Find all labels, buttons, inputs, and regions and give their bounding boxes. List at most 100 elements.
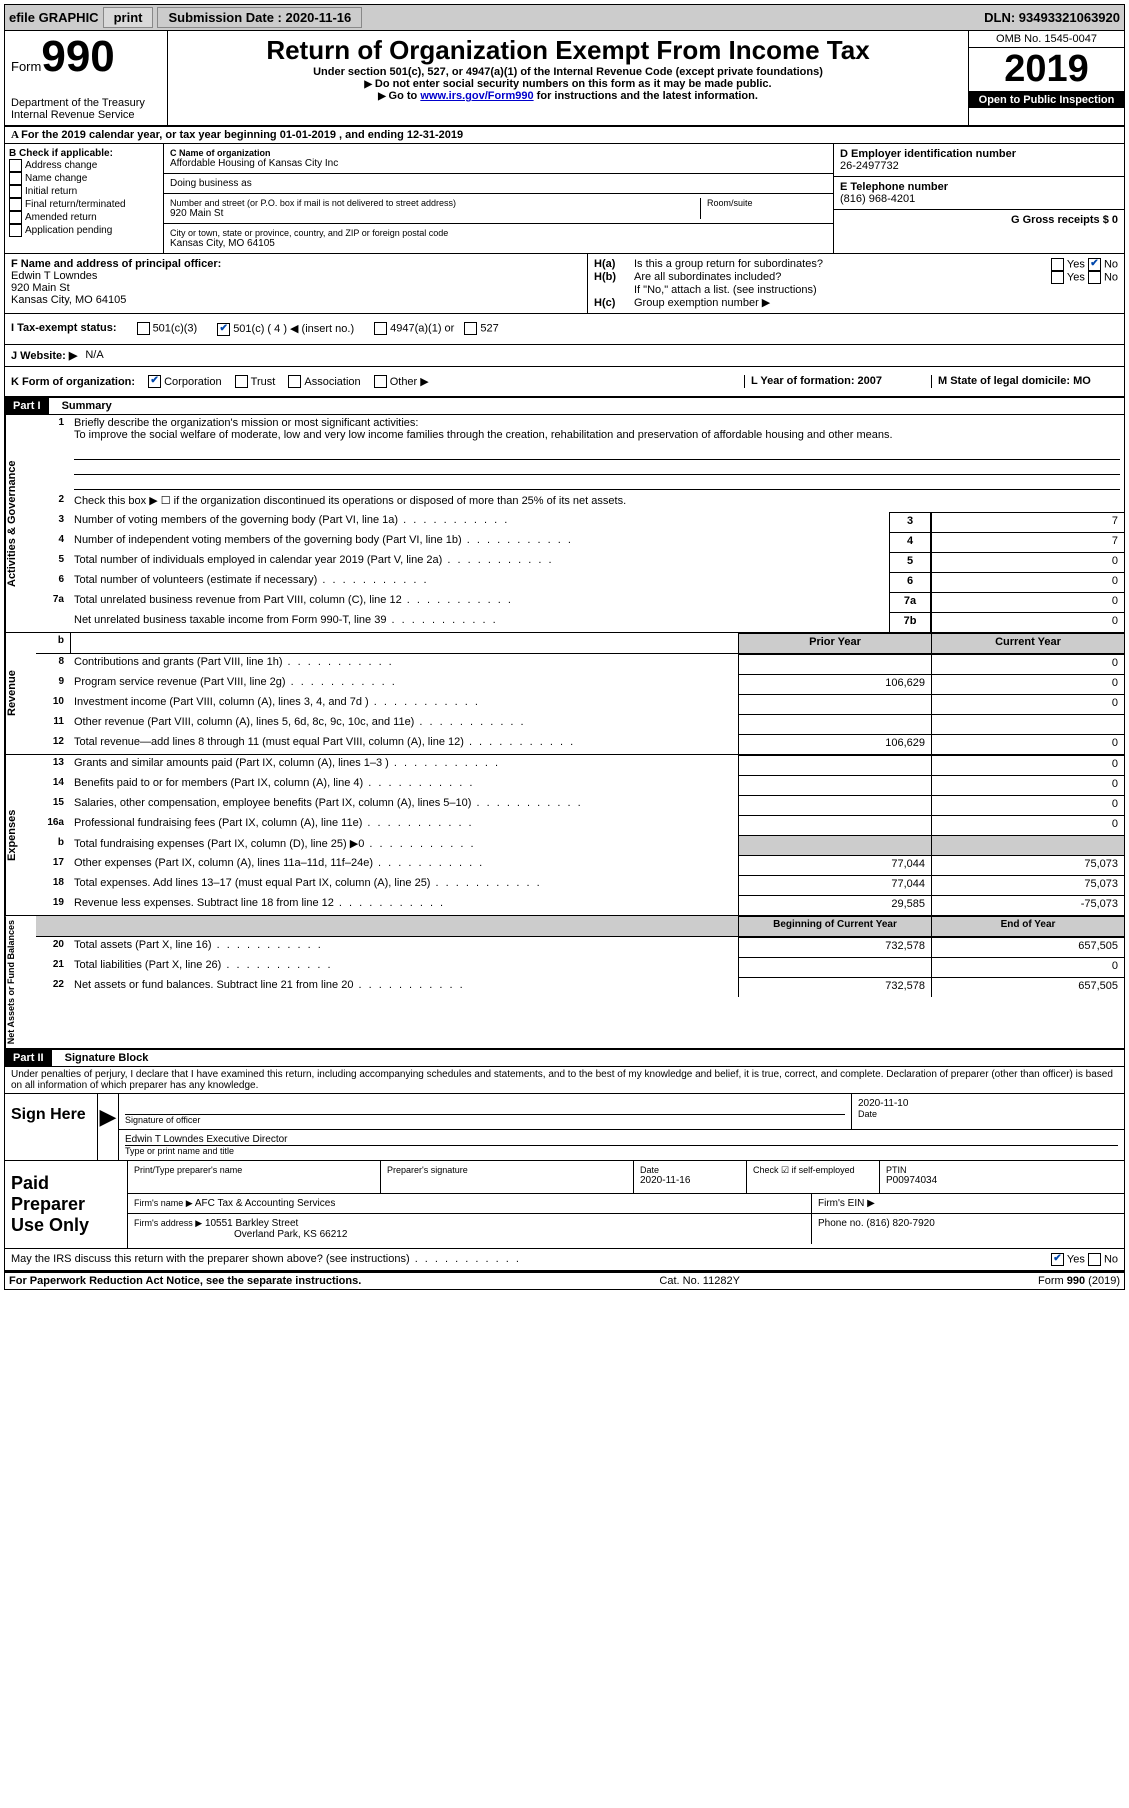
phone-value: (816) 968-4201	[840, 193, 1118, 205]
prior-val: 77,044	[738, 855, 931, 875]
line-val: 0	[931, 612, 1124, 632]
form-number: 990	[41, 32, 114, 81]
prior-val: 77,044	[738, 875, 931, 895]
note-goto-post: for instructions and the latest informat…	[534, 90, 758, 102]
line-desc: Investment income (Part VIII, column (A)…	[70, 694, 738, 714]
prior-val	[738, 795, 931, 815]
checkbox-501c3[interactable]	[137, 322, 150, 335]
open-inspection: Open to Public Inspection	[969, 92, 1124, 108]
line-val: 7	[931, 532, 1124, 552]
end-val: 657,505	[931, 937, 1124, 957]
penalty-text: Under penalties of perjury, I declare th…	[5, 1067, 1124, 1093]
checkbox-ha-yes[interactable]	[1051, 258, 1064, 271]
checkbox-app-pending[interactable]	[9, 224, 22, 237]
side-revenue: Revenue	[5, 633, 36, 754]
current-val: 0	[931, 734, 1124, 754]
firm-addr1: 10551 Barkley Street	[205, 1218, 298, 1229]
line-desc: Total number of individuals employed in …	[70, 552, 889, 572]
prior-val: 29,585	[738, 895, 931, 915]
checkbox-527[interactable]	[464, 322, 477, 335]
phone-label: E Telephone number	[840, 181, 1118, 193]
line-desc: Grants and similar amounts paid (Part IX…	[70, 755, 738, 775]
side-activities: Activities & Governance	[5, 415, 36, 632]
checkbox-assoc[interactable]	[288, 375, 301, 388]
street-value: 920 Main St	[170, 208, 700, 219]
line-box: 7b	[889, 612, 931, 632]
note-goto-pre: Go to	[378, 90, 420, 102]
prep-self-employed: Check ☑ if self-employed	[753, 1165, 873, 1176]
footer-center: Cat. No. 11282Y	[659, 1275, 740, 1287]
prep-name-label: Print/Type preparer's name	[134, 1165, 374, 1175]
form-number-cell: Form990 Department of the Treasury Inter…	[5, 31, 168, 125]
checkbox-address-change[interactable]	[9, 159, 22, 172]
checkbox-initial-return[interactable]	[9, 185, 22, 198]
line-box: 7a	[889, 592, 931, 612]
org-name: Affordable Housing of Kansas City Inc	[170, 158, 827, 169]
line-box: 6	[889, 572, 931, 592]
checkbox-ha-no[interactable]	[1088, 258, 1101, 271]
line-desc: Net unrelated business taxable income fr…	[70, 612, 889, 632]
state-domicile: M State of legal domicile: MO	[931, 375, 1118, 389]
checkbox-amended[interactable]	[9, 211, 22, 224]
footer-right: Form 990 (2019)	[1038, 1275, 1120, 1287]
mission-label: Briefly describe the organization's miss…	[74, 417, 1120, 429]
year-formation: L Year of formation: 2007	[744, 375, 931, 389]
mission-text: To improve the social welfare of moderat…	[74, 429, 1120, 441]
checkbox-final-return[interactable]	[9, 198, 22, 211]
part2-title: Signature Block	[65, 1052, 149, 1064]
street-label: Number and street (or P.O. box if mail i…	[170, 198, 700, 208]
checkbox-501c[interactable]	[217, 323, 230, 336]
checkbox-trust[interactable]	[235, 375, 248, 388]
website-value: N/A	[85, 349, 103, 362]
begin-val: 732,578	[738, 937, 931, 957]
checkbox-name-change[interactable]	[9, 172, 22, 185]
print-button[interactable]: print	[103, 7, 154, 28]
part1-title: Summary	[62, 400, 112, 412]
ptin-value: P00974034	[886, 1175, 1118, 1186]
section-a: A For the 2019 calendar year, or tax yea…	[5, 127, 1124, 144]
line-box: 4	[889, 532, 931, 552]
section-b-header: B Check if applicable:	[9, 148, 159, 159]
prep-date: 2020-11-16	[640, 1175, 740, 1186]
line-desc: Total expenses. Add lines 13–17 (must eq…	[70, 875, 738, 895]
prior-val: 106,629	[738, 674, 931, 694]
form990-link[interactable]: www.irs.gov/Form990	[420, 90, 533, 102]
firm-ein-label: Firm's EIN ▶	[812, 1194, 1124, 1213]
checkbox-hb-no[interactable]	[1088, 271, 1101, 284]
side-netassets: Net Assets or Fund Balances	[5, 916, 36, 1048]
checkbox-hb-yes[interactable]	[1051, 271, 1064, 284]
paid-preparer-label: Paid Preparer Use Only	[5, 1161, 127, 1248]
form-subtitle: Under section 501(c), 527, or 4947(a)(1)…	[176, 66, 960, 78]
footer-left: For Paperwork Reduction Act Notice, see …	[9, 1275, 361, 1287]
line-box: 3	[889, 512, 931, 532]
dln-label: DLN: 93493321063920	[984, 10, 1120, 25]
checkbox-corp[interactable]	[148, 375, 161, 388]
line-desc: Total fundraising expenses (Part IX, col…	[70, 835, 738, 855]
current-val: 0	[931, 775, 1124, 795]
checkbox-discuss-yes[interactable]	[1051, 1253, 1064, 1266]
form-year-cell: OMB No. 1545-0047 2019 Open to Public In…	[968, 31, 1124, 125]
checkbox-4947[interactable]	[374, 322, 387, 335]
ein-label: D Employer identification number	[840, 148, 1118, 160]
section-b: B Check if applicable: Address change Na…	[5, 144, 164, 253]
line-val: 7	[931, 512, 1124, 532]
line-desc: Benefits paid to or for members (Part IX…	[70, 775, 738, 795]
section-c: C Name of organization Affordable Housin…	[164, 144, 833, 253]
prior-val	[738, 694, 931, 714]
sign-date: 2020-11-10	[858, 1098, 1118, 1109]
prior-val	[738, 835, 931, 855]
line-desc: Total assets (Part X, line 16)	[70, 937, 738, 957]
line-val: 0	[931, 592, 1124, 612]
part1-header: Part I	[5, 398, 49, 414]
omb-number: OMB No. 1545-0047	[969, 31, 1124, 48]
line-desc: Contributions and grants (Part VIII, lin…	[70, 654, 738, 674]
hb-note: If "No," attach a list. (see instruction…	[594, 284, 1118, 296]
line-desc: Other revenue (Part VIII, column (A), li…	[70, 714, 738, 734]
officer-typed-name: Edwin T Lowndes Executive Director	[125, 1134, 1118, 1145]
efile-label: efile GRAPHIC	[9, 10, 99, 25]
checkbox-other[interactable]	[374, 375, 387, 388]
room-label: Room/suite	[707, 198, 827, 208]
col-end-year: End of Year	[931, 916, 1124, 936]
checkbox-discuss-no[interactable]	[1088, 1253, 1101, 1266]
submission-date: Submission Date : 2020-11-16	[157, 7, 362, 28]
